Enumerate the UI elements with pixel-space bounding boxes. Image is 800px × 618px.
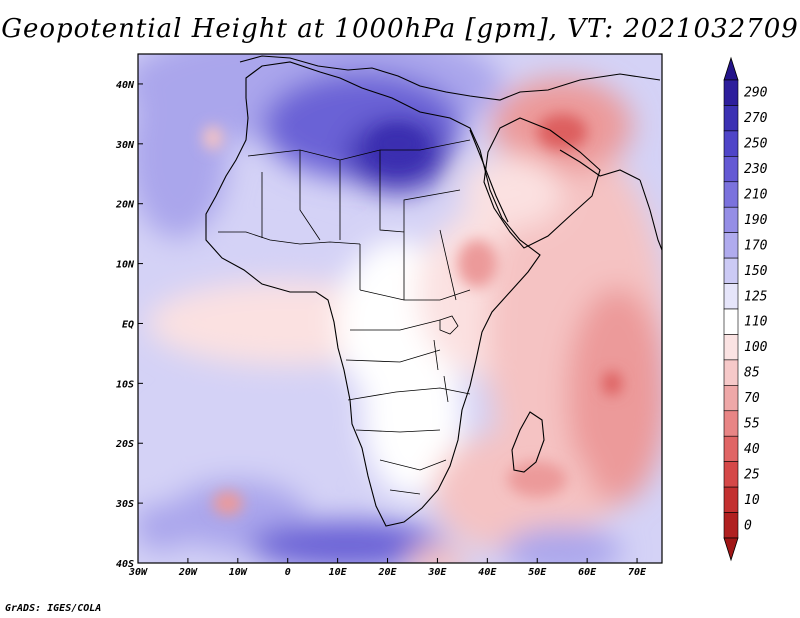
colorbar-bin bbox=[723, 435, 739, 462]
colorbar-label: 85 bbox=[744, 366, 760, 381]
x-tick-label: 30W bbox=[128, 567, 148, 578]
field-detail bbox=[202, 125, 223, 150]
colorbar-bin bbox=[723, 105, 739, 132]
y-tick-label: EQ bbox=[122, 319, 134, 330]
field-detail bbox=[602, 371, 623, 396]
colorbar-top-arrow bbox=[723, 56, 739, 81]
colorbar-bin bbox=[723, 385, 739, 412]
field-detail bbox=[537, 113, 588, 150]
colorbar-bin bbox=[723, 410, 739, 437]
colorbar-label: 0 bbox=[744, 518, 752, 533]
x-tick-label: 60E bbox=[578, 567, 597, 578]
arabia-coastline bbox=[483, 117, 601, 249]
y-tick-label: 10N bbox=[116, 260, 135, 271]
colorbar-label: 250 bbox=[744, 137, 768, 152]
plot-frame bbox=[137, 53, 663, 564]
colorbar-label: 170 bbox=[744, 238, 768, 253]
lake-victoria bbox=[439, 315, 459, 335]
y-tick-label: 10S bbox=[116, 379, 134, 390]
colorbar-label: 210 bbox=[744, 188, 768, 203]
colorbar-bottom-arrow bbox=[723, 537, 739, 562]
colorbar-label: 190 bbox=[744, 213, 768, 228]
field-region bbox=[362, 329, 463, 498]
x-tick-label: 30E bbox=[427, 567, 447, 578]
colorbar-label: 270 bbox=[744, 111, 768, 126]
madagascar-coastline bbox=[511, 411, 545, 473]
colorbar-label: 40 bbox=[744, 442, 760, 457]
x-tick-label: 50E bbox=[528, 567, 547, 578]
y-tick-label: 40N bbox=[116, 80, 135, 91]
field-region bbox=[502, 527, 623, 563]
field-region bbox=[138, 503, 193, 552]
red-sea-coastline bbox=[469, 129, 509, 223]
y-tick-label: 20N bbox=[115, 200, 135, 211]
field-region bbox=[567, 287, 662, 504]
y-tick-label: 20S bbox=[115, 439, 134, 450]
x-tick-label: 70E bbox=[628, 567, 647, 578]
colorbar-bin bbox=[723, 156, 739, 183]
coastlines bbox=[205, 55, 662, 527]
colorbar-label: 70 bbox=[744, 391, 760, 406]
map-title: Geopotential Height at 1000hPa [gpm], VT… bbox=[1, 14, 799, 44]
y-tick-label: 30N bbox=[115, 140, 135, 151]
colorbar-bin bbox=[723, 512, 739, 539]
colorbar-bin bbox=[723, 283, 739, 310]
colorbar-label: 230 bbox=[744, 162, 768, 177]
field-region bbox=[432, 431, 593, 552]
colorbar-label: 25 bbox=[744, 467, 760, 482]
europe-coastline bbox=[239, 55, 661, 101]
colorbar-bin bbox=[723, 79, 739, 106]
colorbar-bin bbox=[723, 359, 739, 386]
colorbar-label: 290 bbox=[744, 86, 768, 101]
colorbar-label: 110 bbox=[744, 315, 768, 330]
colorbar: 2902702502302101901701501251101008570554… bbox=[723, 56, 768, 562]
field-region bbox=[462, 155, 563, 228]
field-detail bbox=[457, 239, 498, 288]
colorbar-bin bbox=[723, 334, 739, 361]
y-tick-label: 30S bbox=[115, 499, 134, 510]
x-tick-label: 10E bbox=[329, 567, 348, 578]
africa-coastline bbox=[205, 61, 541, 527]
colorbar-bin bbox=[723, 181, 739, 208]
india-coastline bbox=[639, 179, 662, 251]
colorbar-label: 10 bbox=[744, 493, 760, 508]
colorbar-label: 150 bbox=[744, 264, 768, 279]
x-tick-label: 40E bbox=[478, 567, 497, 578]
field-detail bbox=[372, 125, 423, 162]
grads-credit: GrADS: IGES/COLA bbox=[5, 603, 102, 614]
y-tick-label: 40S bbox=[116, 559, 134, 570]
field-region bbox=[407, 545, 468, 563]
lake-malawi bbox=[443, 375, 449, 403]
geopotential-field bbox=[138, 54, 662, 563]
colorbar-bin bbox=[723, 486, 739, 513]
field-region bbox=[247, 521, 448, 563]
colorbar-bin bbox=[723, 232, 739, 259]
colorbar-label: 125 bbox=[744, 289, 768, 304]
field-detail bbox=[212, 491, 243, 516]
persian-gulf-coastline bbox=[559, 149, 641, 181]
colorbar-bin bbox=[723, 257, 739, 284]
country-borders bbox=[218, 139, 471, 495]
x-axis: 30W 20W 10W 0 10E 20E 30E 40E 50E 60E 70E bbox=[128, 558, 647, 578]
field-detail bbox=[507, 461, 568, 498]
x-tick-label: 20E bbox=[377, 567, 397, 578]
colorbar-bin bbox=[723, 461, 739, 488]
x-tick-label: 0 bbox=[285, 567, 291, 578]
y-axis: 40N 30N 20N 10N EQ 10S 20S 30S 40S bbox=[115, 80, 143, 570]
field-region bbox=[138, 71, 228, 240]
colorbar-bin bbox=[723, 130, 739, 157]
x-tick-label: 20W bbox=[178, 567, 198, 578]
colorbar-label: 100 bbox=[744, 340, 768, 355]
lake-tanganyika bbox=[433, 339, 439, 371]
colorbar-label: 55 bbox=[744, 417, 760, 432]
colorbar-bin bbox=[723, 308, 739, 335]
x-tick-label: 10W bbox=[229, 567, 248, 578]
colorbar-bin bbox=[723, 206, 739, 233]
